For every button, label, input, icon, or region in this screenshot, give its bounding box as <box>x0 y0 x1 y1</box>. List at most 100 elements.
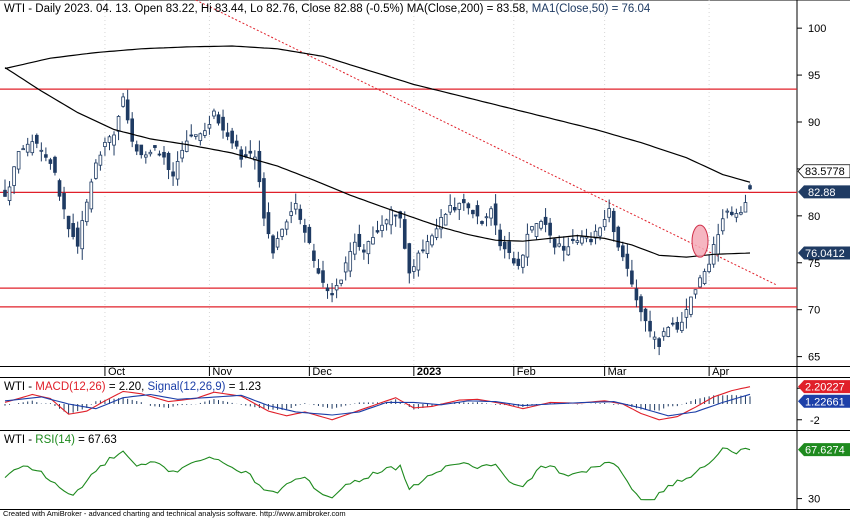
candle <box>339 279 343 287</box>
candle-body <box>480 221 484 224</box>
macd-header-name: MACD(12,26) <box>35 381 105 393</box>
candle <box>648 310 652 338</box>
candle <box>421 239 425 254</box>
candle-body <box>44 154 48 158</box>
candle-body <box>493 203 498 226</box>
candle-body <box>298 208 303 220</box>
candle <box>525 223 530 266</box>
candle <box>53 155 57 176</box>
candle-body <box>325 287 330 292</box>
candle <box>248 140 253 159</box>
candle-body <box>661 331 666 337</box>
candle <box>280 228 284 241</box>
candle-body <box>657 338 661 347</box>
candle-body <box>80 220 85 250</box>
badge-ma50-bg <box>798 246 850 260</box>
candle-body <box>198 133 203 141</box>
badge-rsi: 67.6274 <box>798 443 850 457</box>
candle <box>16 151 21 174</box>
candle <box>730 206 734 217</box>
candle <box>362 244 366 260</box>
candle <box>375 220 380 234</box>
candle <box>371 226 375 245</box>
rsi-header-name: RSI(14) <box>35 434 75 446</box>
macd-header: WTI - MACD(12,26) = 2.20, Signal(12,26,9… <box>4 381 261 393</box>
candle-body <box>84 201 89 223</box>
candle <box>34 133 39 149</box>
badge-close: 82.88 <box>798 185 850 199</box>
candle-body <box>743 202 748 213</box>
candle <box>89 178 94 213</box>
main-header: WTI - Daily 2023. 04. 13. Open 83.22, Hi… <box>4 3 651 15</box>
candle-body <box>112 134 116 146</box>
candle <box>271 234 275 259</box>
candle <box>184 130 189 153</box>
candle-body <box>330 293 334 296</box>
candle-body <box>3 189 7 197</box>
candle <box>116 115 121 141</box>
candle-body <box>543 216 548 225</box>
candle <box>193 134 198 140</box>
candle <box>21 145 25 151</box>
candle-body <box>116 116 121 132</box>
signal-line <box>4 393 751 417</box>
candle-body <box>693 289 698 295</box>
candle <box>407 242 412 284</box>
candle <box>130 112 135 148</box>
candle <box>48 157 53 170</box>
candle-body <box>489 208 493 219</box>
candle <box>534 223 539 240</box>
candle <box>675 316 680 333</box>
rsi-line <box>4 447 751 501</box>
badge-macd-text: 2.20227 <box>805 382 845 394</box>
candle-body <box>666 327 671 337</box>
candle-body <box>548 222 552 236</box>
candle-body <box>366 241 371 255</box>
candle-body <box>430 235 434 246</box>
candle <box>357 224 362 251</box>
candle-body <box>53 156 57 173</box>
candle-body <box>248 150 253 154</box>
candle <box>575 234 580 245</box>
candle-body <box>352 241 357 255</box>
candle <box>307 224 312 245</box>
candle-body <box>670 322 675 325</box>
candle <box>561 236 566 262</box>
candle <box>611 208 616 242</box>
candle-body <box>648 320 652 332</box>
main-y-tick-label: 80 <box>808 211 820 223</box>
candle-body <box>516 258 521 266</box>
candle-body <box>452 207 457 211</box>
candle <box>670 317 675 327</box>
candle-body <box>303 225 307 233</box>
candle <box>7 181 12 206</box>
candle-body <box>34 134 39 144</box>
trendline <box>195 0 778 286</box>
candle <box>471 209 475 219</box>
macd-header-signal-name: Signal(12,26,9) <box>148 381 226 393</box>
candle <box>153 144 157 151</box>
candle-body <box>561 245 566 251</box>
candle <box>298 204 303 225</box>
candle-body <box>343 262 348 273</box>
badge-macd-bg <box>798 380 850 394</box>
candle-body <box>62 193 66 210</box>
candle-body <box>57 180 62 197</box>
candle-body <box>402 219 407 249</box>
candle <box>112 131 116 156</box>
candle <box>25 137 30 157</box>
candle-body <box>125 99 130 121</box>
candle-body <box>221 116 225 131</box>
candle-body <box>157 153 162 156</box>
candle-body <box>534 223 539 237</box>
candle <box>725 208 730 219</box>
candle <box>75 221 80 254</box>
candle <box>480 220 484 226</box>
candle <box>380 215 384 238</box>
candle <box>384 218 389 231</box>
candle <box>584 228 589 243</box>
candle <box>393 214 398 227</box>
candle <box>366 240 371 265</box>
candle <box>94 159 98 180</box>
